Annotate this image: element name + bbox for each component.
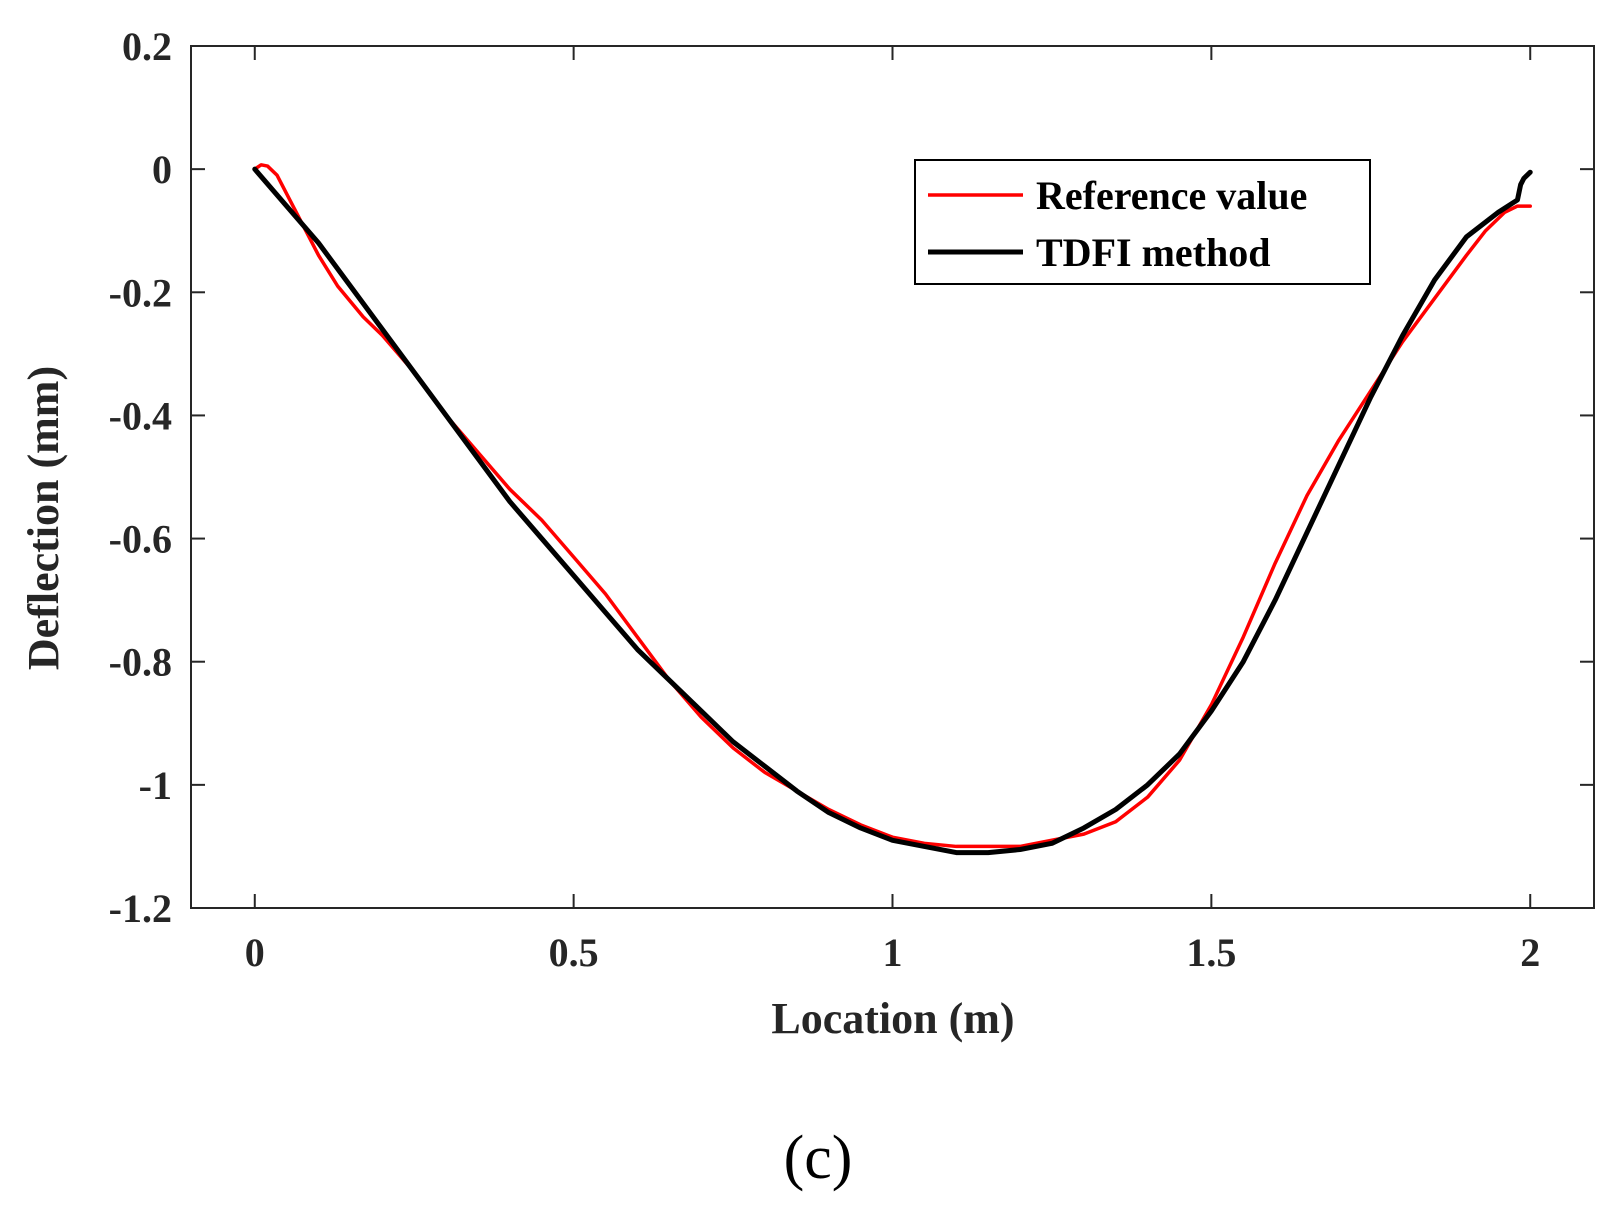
y-tick-label: -0.6	[109, 517, 172, 562]
x-tick-label: 2	[1520, 930, 1540, 975]
y-tick-label: 0	[152, 147, 172, 192]
x-axis-label: Location (m)	[771, 994, 1014, 1043]
x-tick-label: 0.5	[549, 930, 599, 975]
plot-frame	[190, 45, 1595, 909]
series-line-tdfi-method	[252, 166, 1533, 856]
y-tick-label: -0.4	[109, 393, 172, 438]
y-tick-label: -0.8	[109, 640, 172, 685]
x-tick-label: 0	[245, 930, 265, 975]
legend-label-tdfi-method: TDFI method	[1036, 230, 1270, 275]
y-tick-label: -1	[139, 763, 172, 808]
series-line-reference-value	[253, 163, 1532, 849]
y-axis-label: Deflection (mm)	[19, 366, 68, 670]
axes-layer: 0 0.5 1 1.5 2 0.2 0 -0.2 -0.4 -0.6 -0.8 -1 -1.2	[109, 24, 1595, 975]
y-tick-label: -1.2	[109, 886, 172, 931]
x-tick-label: 1.5	[1186, 930, 1236, 975]
y-tick-label: -0.2	[109, 270, 172, 315]
legend-box	[914, 159, 1371, 285]
figure-caption: (c)	[784, 1124, 853, 1192]
legend-label-reference-value: Reference value	[1036, 173, 1307, 218]
legend: Reference value TDFI method	[914, 159, 1371, 285]
plot-layer	[252, 163, 1533, 856]
x-tick-label: 1	[883, 930, 903, 975]
y-tick-label: 0.2	[122, 24, 172, 69]
series-group	[252, 163, 1533, 856]
